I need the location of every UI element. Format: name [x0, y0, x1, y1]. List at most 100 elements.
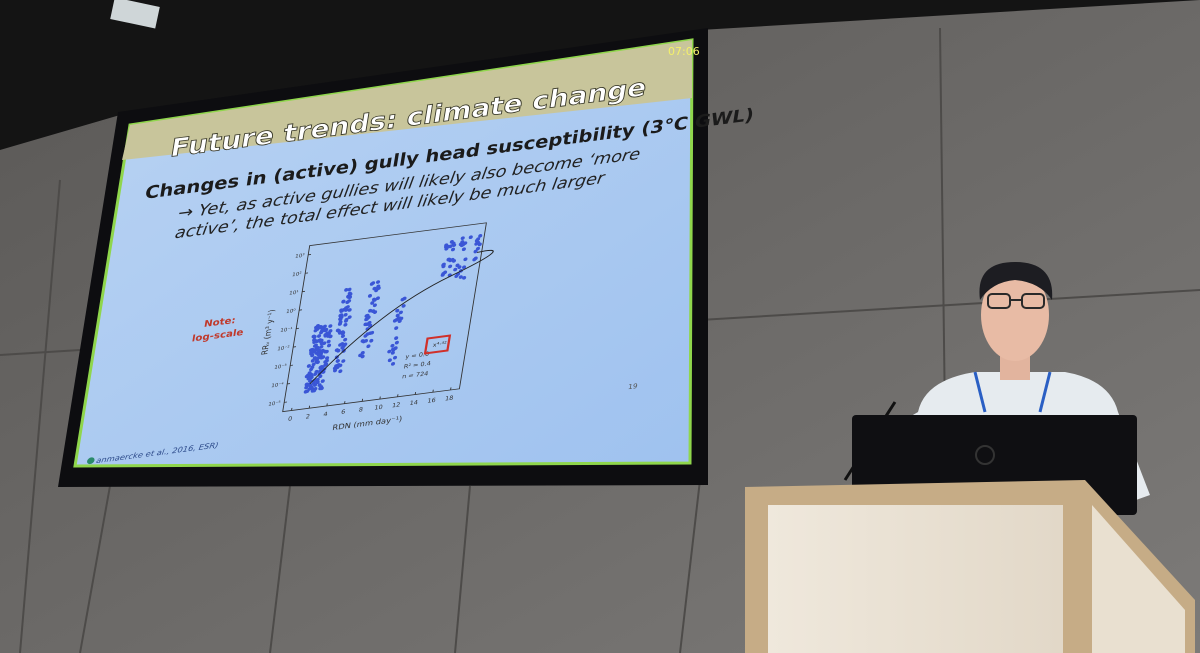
scatter-dot	[313, 328, 318, 333]
page-number: 19	[627, 381, 638, 391]
scatter-dot	[315, 377, 320, 382]
scatter-dot	[478, 234, 483, 238]
scatter-dot	[319, 344, 324, 349]
scatter-dot	[347, 295, 353, 300]
scatter-dot	[368, 323, 373, 328]
scatter-dot	[472, 257, 477, 262]
podium-panel	[768, 505, 1063, 653]
scatter-dot	[446, 257, 451, 262]
scatter-dot	[309, 350, 314, 354]
scatter-dot	[460, 236, 465, 241]
ceiling	[0, 0, 1200, 150]
scatter-dot	[341, 359, 346, 363]
exponent: x⁴·⁴²	[432, 340, 447, 348]
scatter-dot	[364, 317, 369, 321]
scatter-dot	[314, 351, 319, 355]
scatter-dot	[303, 389, 308, 394]
r-squared: R² = 0.4	[403, 360, 431, 370]
scatter-dot	[457, 265, 462, 269]
scatter-dot	[316, 338, 321, 343]
scatter-dot	[338, 343, 343, 347]
scatter-dot	[360, 350, 365, 355]
scatter-dot	[461, 265, 467, 270]
scatter-dot	[375, 280, 381, 284]
scatter-dot	[343, 312, 348, 317]
scatter-dot	[461, 247, 466, 252]
sample-size: n = 724	[402, 371, 429, 381]
scatter-dot	[363, 334, 368, 338]
scatter-dot	[392, 355, 398, 360]
scatter-dot	[325, 356, 330, 360]
scatter-dot	[398, 310, 403, 315]
scatter-dot	[323, 349, 328, 354]
scatter-dot	[314, 369, 319, 374]
podium-side	[1092, 505, 1185, 653]
scatter-dot	[326, 339, 331, 344]
scatter-dot	[334, 348, 339, 352]
scatter-dot	[461, 242, 466, 247]
face	[981, 269, 1049, 361]
scatter-dot	[347, 315, 352, 320]
scatter-dot	[463, 257, 468, 262]
scatter-dot	[402, 296, 407, 301]
scatter-dot	[390, 343, 395, 348]
scatter-dot	[401, 304, 406, 308]
scatter-dot	[344, 288, 349, 292]
scatter-dot	[343, 306, 349, 310]
scatter-dot	[343, 322, 348, 327]
scatter-dot	[336, 329, 341, 333]
scatter-dot	[313, 387, 318, 391]
y-tick-label: 10¹	[289, 289, 299, 297]
scatter-dot	[444, 246, 449, 251]
glasses	[987, 293, 1045, 309]
scatter-dot	[360, 354, 365, 359]
slide-header-band	[122, 40, 692, 160]
timer: 07:06	[668, 45, 700, 58]
scatter-dot	[308, 378, 313, 383]
scatter-dot	[328, 324, 333, 328]
scatter-dot	[319, 349, 324, 353]
scatter-dot	[370, 301, 375, 305]
scatter-dot	[475, 246, 481, 251]
scatter-dot	[309, 386, 314, 390]
scatter-dot	[315, 345, 320, 350]
equation: y = 0.0	[405, 351, 430, 361]
scatter-dot	[319, 325, 324, 330]
scatter-dot	[341, 344, 346, 349]
scatter-dot	[343, 337, 348, 342]
scatter-dot	[374, 288, 379, 293]
scatter-dot	[340, 330, 345, 334]
scatter-dot	[347, 287, 352, 292]
x-tick-label: 8	[358, 407, 363, 414]
scatter-dot	[339, 309, 344, 313]
scatter-dot	[369, 282, 374, 286]
scatter-dot	[372, 298, 377, 302]
y-tick-label: 10⁰	[286, 307, 296, 315]
scatter-dot	[375, 296, 380, 301]
scatter-dot	[448, 264, 453, 269]
scatter-dot	[337, 322, 343, 326]
scatter-dot	[390, 362, 396, 366]
scatter-dot	[306, 364, 311, 368]
scatter-dot	[341, 299, 346, 304]
scatter-dot	[312, 383, 318, 387]
scatter-dot	[366, 344, 371, 349]
scatter-dot	[394, 326, 399, 330]
scatter-dot	[328, 329, 333, 333]
scatter-dot	[444, 243, 449, 248]
scatter-dot	[387, 358, 392, 363]
scatter-dot	[335, 359, 340, 363]
scatter-dot	[393, 346, 398, 350]
scatter-dot	[458, 275, 463, 279]
scatter-dot	[475, 240, 481, 245]
scatter-dot	[310, 358, 315, 363]
scatter-dot	[368, 331, 373, 336]
monitor-logo	[975, 445, 995, 465]
scatter-dot	[344, 317, 349, 322]
scatter-dot	[441, 264, 446, 269]
scatter-dot	[347, 299, 352, 303]
x-tick-label: 18	[444, 395, 453, 403]
scatter-points	[303, 234, 483, 394]
scatter-dot	[318, 374, 323, 379]
scatter-dot	[453, 267, 458, 272]
